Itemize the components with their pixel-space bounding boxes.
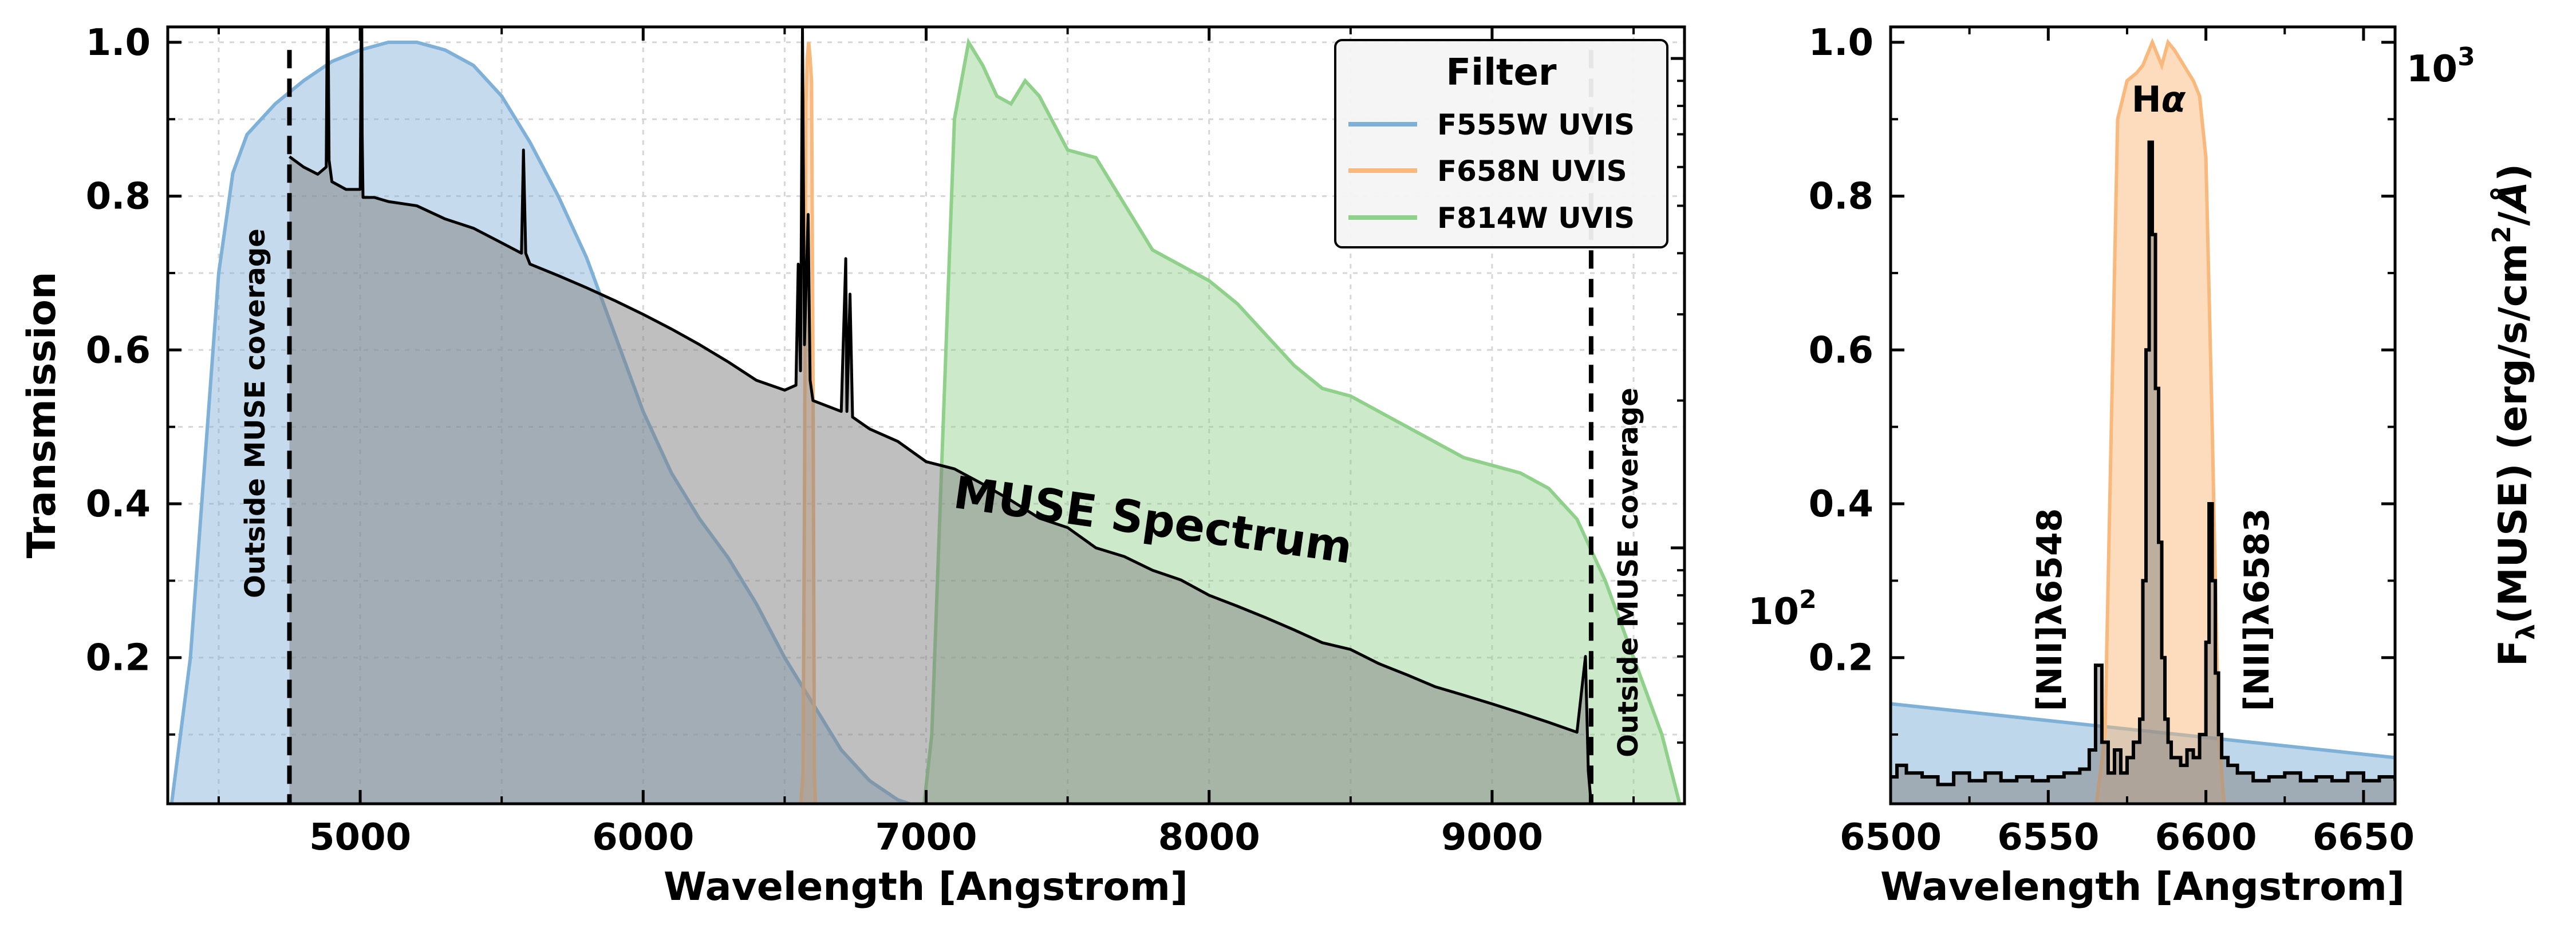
muse-spectrum-line — [1891, 140, 2395, 787]
x-tick-label: 6500 — [1840, 816, 1942, 859]
halpha-label: Hα — [2132, 78, 2186, 120]
legend-title: Filter — [1446, 52, 1557, 94]
x-tick-label: 8000 — [1158, 816, 1260, 859]
y-tick-label: 0.2 — [1809, 637, 1873, 680]
x-tick-label: 5000 — [309, 816, 411, 859]
y-tick-label: 1.0 — [1809, 22, 1873, 64]
legend-entry-f658n: F658N UVIS — [1437, 155, 1627, 188]
nii-6548-label: [NII]λ6548 — [2030, 508, 2070, 712]
outside-coverage-label-left: Outside MUSE coverage — [239, 228, 271, 598]
y-axis-title: Transmission — [19, 272, 65, 559]
y-tick-label: 0.8 — [1809, 176, 1873, 218]
x-tick-label: 6000 — [592, 816, 694, 859]
y-tick-label: 0.6 — [1809, 329, 1873, 372]
nii-6583-label: [NII]λ6583 — [2237, 508, 2277, 712]
x-tick-label: 6650 — [2313, 816, 2415, 859]
legend-entry-f814w: F814W UVIS — [1437, 202, 1635, 235]
x-axis-title: Wavelength [Angstrom] — [664, 864, 1188, 910]
legend-entry-f555w: F555W UVIS — [1437, 108, 1635, 141]
y2-axis-title: Fλ(MUSE) (erg/s/cm2/Å) — [2487, 164, 2541, 666]
x-axis-title: Wavelength [Angstrom] — [1880, 864, 2405, 910]
y2-tick-label: 102 — [1748, 585, 1817, 633]
halpha-zoom-panel: 6500 6550 6600 6650 0.2 0.4 0.6 0.8 1.0 Hα [NII]… — [1809, 22, 2541, 910]
outside-coverage-label-right: Outside MUSE coverage — [1612, 388, 1644, 757]
muse-spectrum-fill — [289, 27, 1591, 804]
x-tick-label: 7000 — [875, 816, 977, 859]
axis-ticks: 5000 6000 7000 8000 9000 0.2 0.4 0.6 0.8 1.0 — [86, 22, 1685, 859]
filter-curve-f658n-uvis — [2094, 37, 2226, 804]
y-tick-label: 0.8 — [86, 176, 151, 218]
series-group — [169, 27, 1682, 804]
y-tick-label: 0.4 — [86, 483, 151, 526]
axis-ticks: 6500 6550 6600 6650 0.2 0.4 0.6 0.8 1.0 — [1809, 22, 2415, 859]
x-tick-label: 6600 — [2155, 816, 2257, 859]
y-tick-label: 1.0 — [86, 22, 151, 64]
y-tick-label: 0.4 — [1809, 483, 1873, 526]
x-tick-label: 9000 — [1441, 816, 1543, 859]
y-tick-label: 0.2 — [86, 637, 151, 680]
legend: Filter F555W UVIS F658N UVIS F814W UVIS — [1334, 39, 1668, 248]
series-group — [1891, 37, 2395, 804]
x-tick-label: 6550 — [1997, 816, 2099, 859]
y-tick-label: 0.6 — [86, 329, 151, 372]
muse-spectrum-line — [289, 27, 1593, 804]
plot-frame — [1889, 25, 2397, 805]
filter-curve-f814w-uvis — [922, 37, 1682, 804]
y2-tick-label: 103 — [2407, 42, 2475, 90]
